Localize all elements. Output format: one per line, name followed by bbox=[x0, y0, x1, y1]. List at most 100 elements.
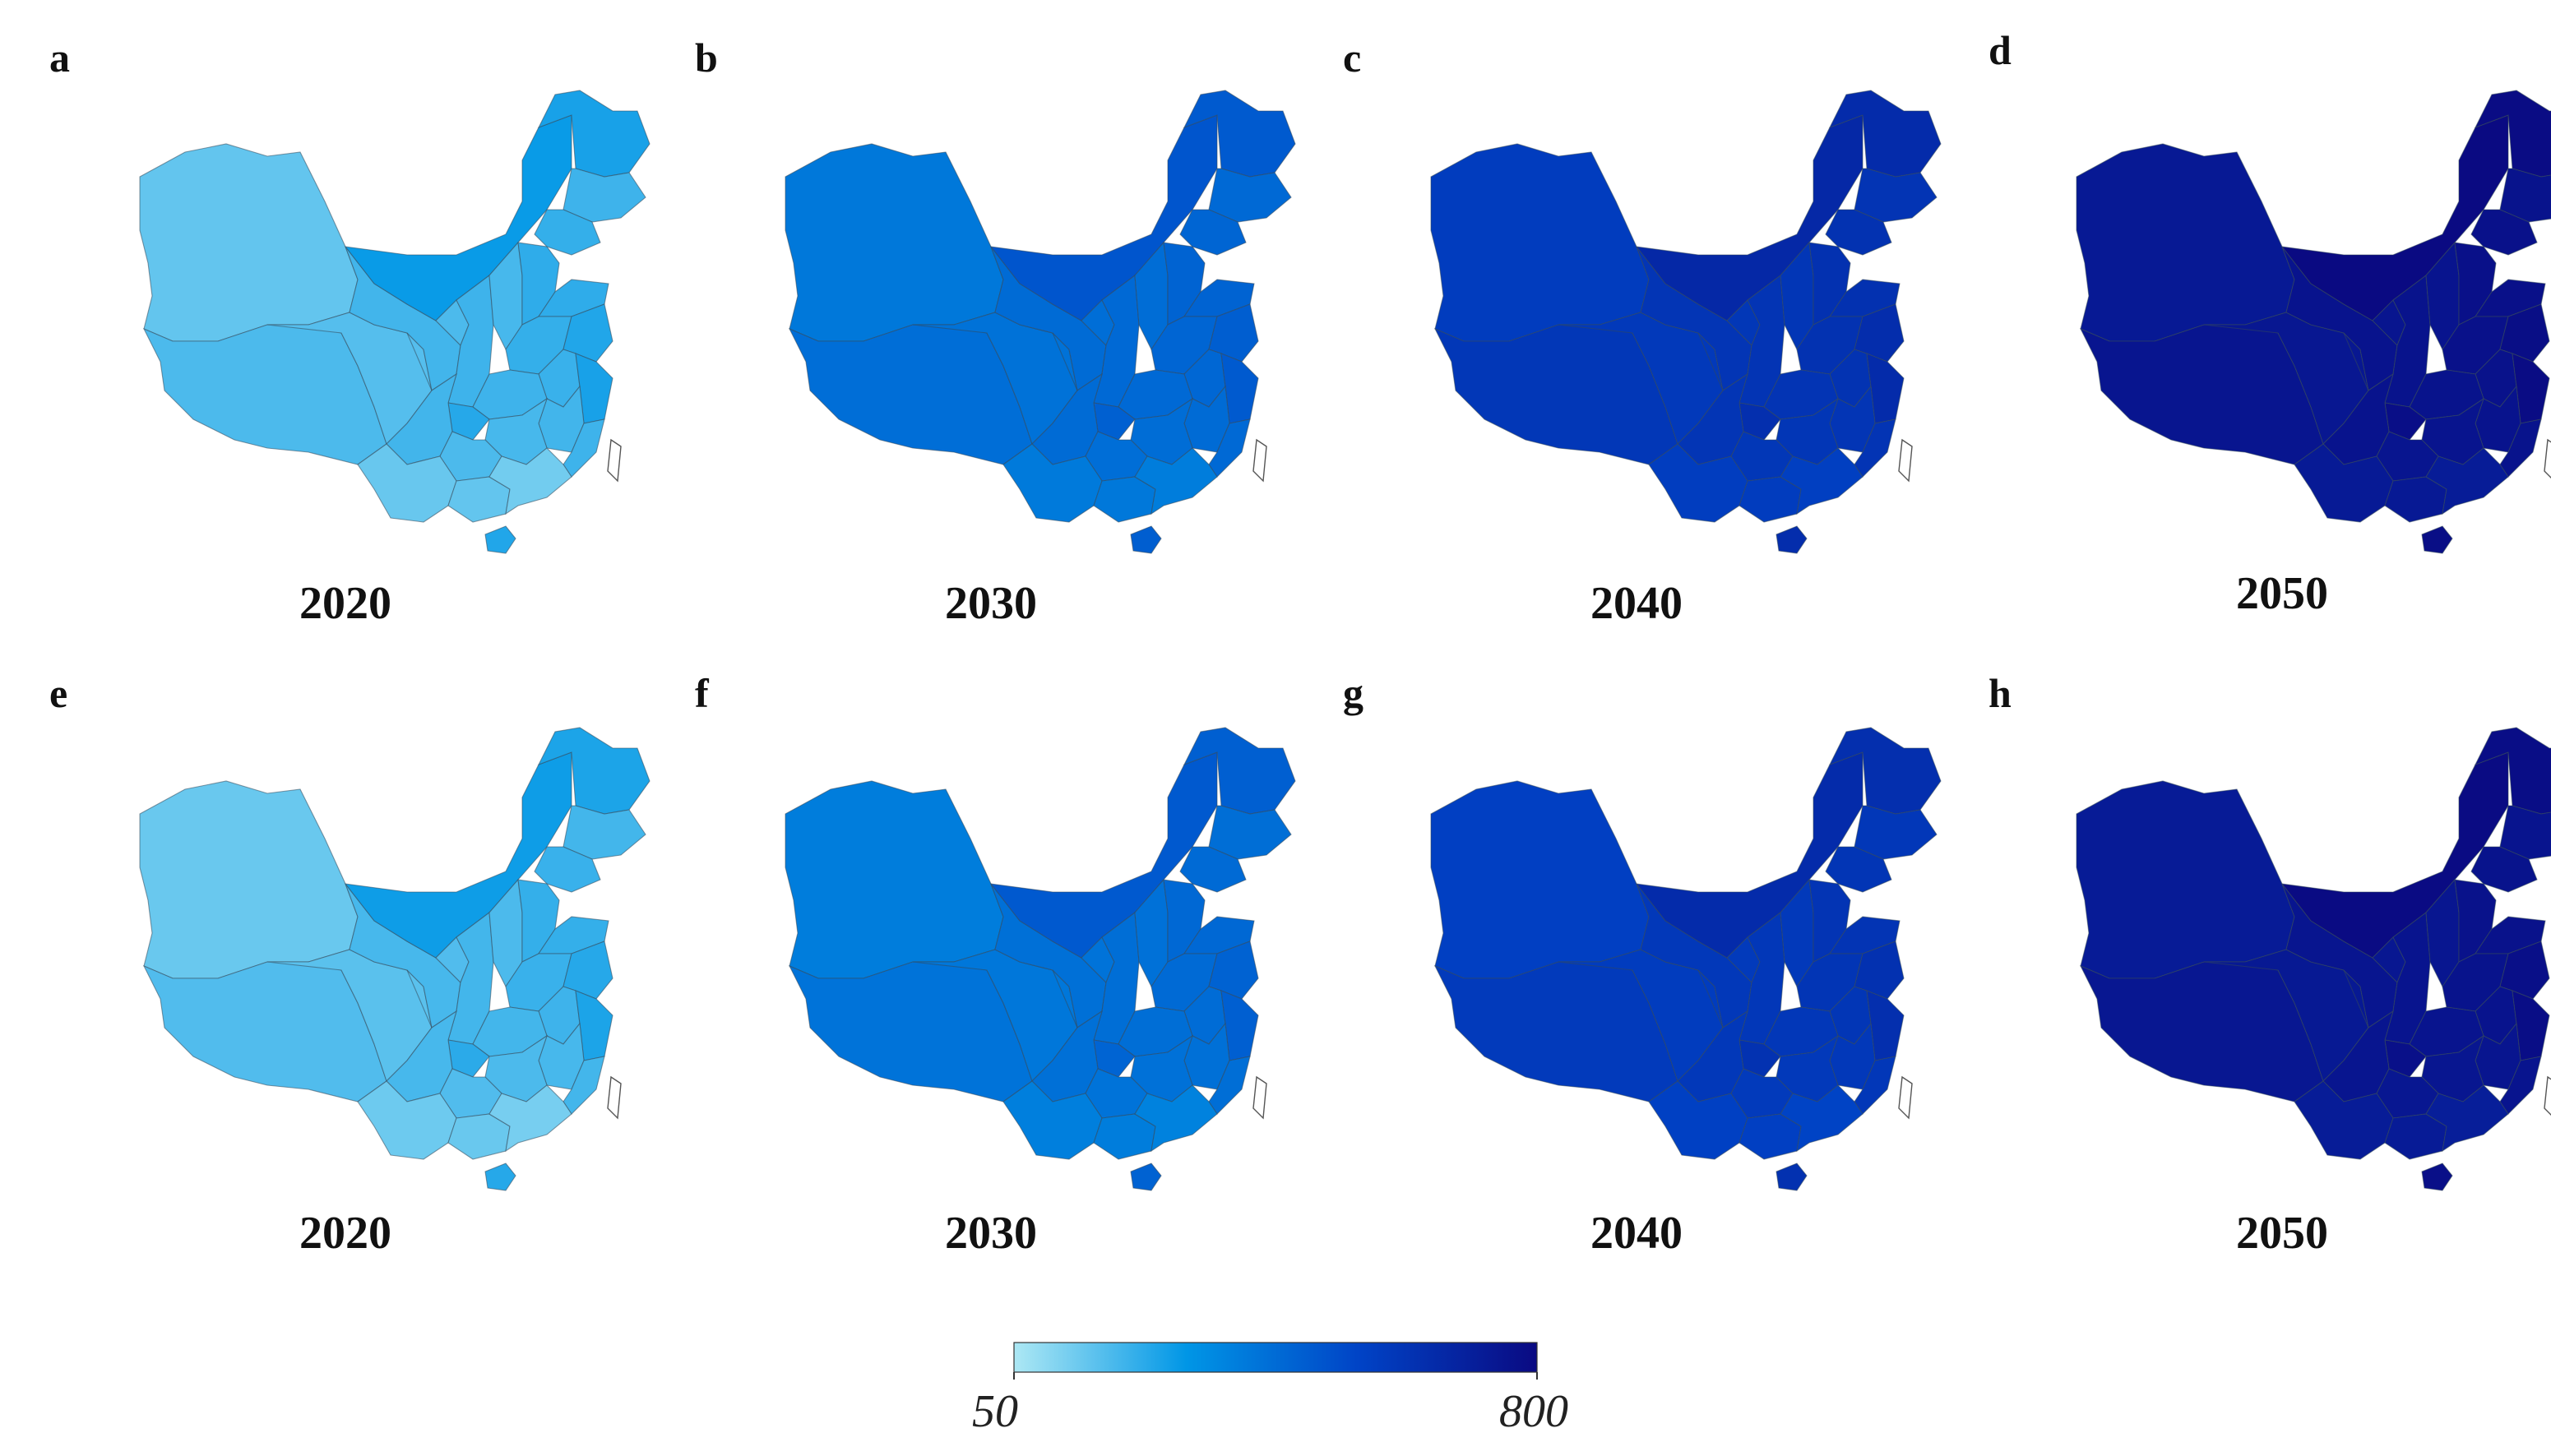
taiwan-outline bbox=[607, 1075, 622, 1120]
region-guangdong bbox=[488, 447, 572, 515]
region-heilongjiang bbox=[537, 727, 650, 815]
panel-g: g 2040 bbox=[1343, 670, 1942, 1259]
region-hainan bbox=[1130, 1162, 1162, 1191]
taiwan-outline bbox=[607, 438, 622, 483]
china-map-g bbox=[1430, 727, 1942, 1191]
panel-e: e 2020 bbox=[49, 670, 650, 1259]
region-hainan bbox=[1776, 525, 1808, 554]
region-liaoning bbox=[2470, 846, 2538, 893]
region-heilongjiang bbox=[1183, 727, 1296, 815]
china-map-a bbox=[139, 90, 650, 554]
region-hainan bbox=[2421, 1162, 2453, 1191]
region-yunnan bbox=[2294, 1080, 2394, 1160]
region-yunnan bbox=[1002, 1080, 1103, 1160]
region-hainan bbox=[484, 1162, 516, 1191]
region-liaoning bbox=[1179, 209, 1247, 256]
region-jilin bbox=[1854, 805, 1938, 860]
panel-a: a 2020 bbox=[49, 35, 650, 629]
taiwan-outline bbox=[2544, 1075, 2551, 1116]
panel-letter: e bbox=[49, 670, 67, 716]
region-jilin bbox=[1854, 168, 1938, 223]
region-liaoning bbox=[534, 209, 601, 256]
region-guangdong bbox=[2425, 1084, 2509, 1153]
china-map-f bbox=[785, 727, 1296, 1191]
region-hainan bbox=[1776, 1162, 1808, 1191]
region-hainan bbox=[484, 525, 516, 554]
colorbar-max-label: 800 bbox=[1499, 1386, 1568, 1437]
region-yunnan bbox=[357, 1080, 457, 1160]
panel-year: 2020 bbox=[299, 1208, 391, 1259]
region-jilin bbox=[563, 168, 646, 223]
china-map-h bbox=[2076, 727, 2551, 1191]
colorbar-min-label: 50 bbox=[972, 1386, 1018, 1437]
map-panels: a 2020 bbox=[49, 27, 2551, 1259]
region-xinjiang bbox=[785, 143, 1004, 342]
panel-year: 2050 bbox=[2236, 568, 2328, 619]
region-guangdong bbox=[1134, 1084, 1218, 1153]
region-hainan bbox=[2421, 525, 2453, 554]
region-yunnan bbox=[1648, 1080, 1748, 1160]
panel-year: 2030 bbox=[945, 1208, 1037, 1259]
region-xinjiang bbox=[139, 143, 359, 342]
panel-letter: d bbox=[1988, 27, 2012, 73]
region-heilongjiang bbox=[537, 90, 650, 178]
region-jilin bbox=[1208, 168, 1292, 223]
taiwan-outline bbox=[2544, 438, 2551, 478]
china-map-b bbox=[785, 90, 1296, 554]
taiwan-outline bbox=[1252, 438, 1267, 483]
region-jilin bbox=[1208, 805, 1292, 860]
china-map-d bbox=[2076, 90, 2551, 554]
panel-letter: h bbox=[1988, 670, 2012, 716]
panel-letter: f bbox=[695, 670, 710, 716]
region-liaoning bbox=[2470, 209, 2538, 256]
region-liaoning bbox=[1825, 846, 1892, 893]
taiwan-outline bbox=[1252, 1075, 1267, 1120]
panel-letter: a bbox=[49, 35, 70, 81]
region-xinjiang bbox=[2076, 143, 2295, 342]
panel-f: f 2030 bbox=[695, 670, 1296, 1259]
panel-letter: c bbox=[1343, 35, 1361, 81]
panel-letter: b bbox=[695, 35, 718, 81]
region-jilin bbox=[563, 805, 646, 860]
colorbar: 50 800 bbox=[972, 1342, 1568, 1437]
region-xinjiang bbox=[2076, 780, 2295, 979]
region-guangdong bbox=[488, 1084, 572, 1153]
region-hainan bbox=[1130, 525, 1162, 554]
region-heilongjiang bbox=[1183, 90, 1296, 178]
panel-h: h 2050 bbox=[1988, 670, 2551, 1259]
region-xinjiang bbox=[785, 780, 1004, 979]
region-heilongjiang bbox=[2474, 90, 2551, 178]
panel-year: 2040 bbox=[1590, 1208, 1683, 1259]
region-yunnan bbox=[1648, 443, 1748, 523]
taiwan-outline bbox=[1898, 1075, 1913, 1120]
panel-d: d 2050 bbox=[1988, 27, 2551, 619]
region-guangdong bbox=[2425, 447, 2509, 515]
region-guangdong bbox=[1780, 447, 1863, 515]
china-map-e bbox=[139, 727, 650, 1191]
panel-letter: g bbox=[1343, 670, 1363, 716]
region-xinjiang bbox=[1430, 780, 1650, 979]
panel-year: 2040 bbox=[1590, 578, 1683, 629]
region-liaoning bbox=[1179, 846, 1247, 893]
region-liaoning bbox=[534, 846, 601, 893]
region-yunnan bbox=[357, 443, 457, 523]
panel-c: c 2040 bbox=[1343, 35, 1942, 629]
region-yunnan bbox=[2294, 443, 2394, 523]
region-xinjiang bbox=[1430, 143, 1650, 342]
panel-year: 2020 bbox=[299, 578, 391, 629]
panel-year: 2050 bbox=[2236, 1208, 2328, 1259]
region-heilongjiang bbox=[1828, 727, 1942, 815]
panel-b: b 2030 bbox=[695, 35, 1296, 629]
region-heilongjiang bbox=[2474, 727, 2551, 815]
region-xinjiang bbox=[139, 780, 359, 979]
region-liaoning bbox=[1825, 209, 1892, 256]
panel-year: 2030 bbox=[945, 578, 1037, 629]
region-guangdong bbox=[1134, 447, 1218, 515]
taiwan-outline bbox=[1898, 438, 1913, 483]
region-heilongjiang bbox=[1828, 90, 1942, 178]
china-map-c bbox=[1430, 90, 1942, 554]
region-guangdong bbox=[1780, 1084, 1863, 1153]
colorbar-gradient bbox=[1013, 1342, 1538, 1373]
region-yunnan bbox=[1002, 443, 1103, 523]
